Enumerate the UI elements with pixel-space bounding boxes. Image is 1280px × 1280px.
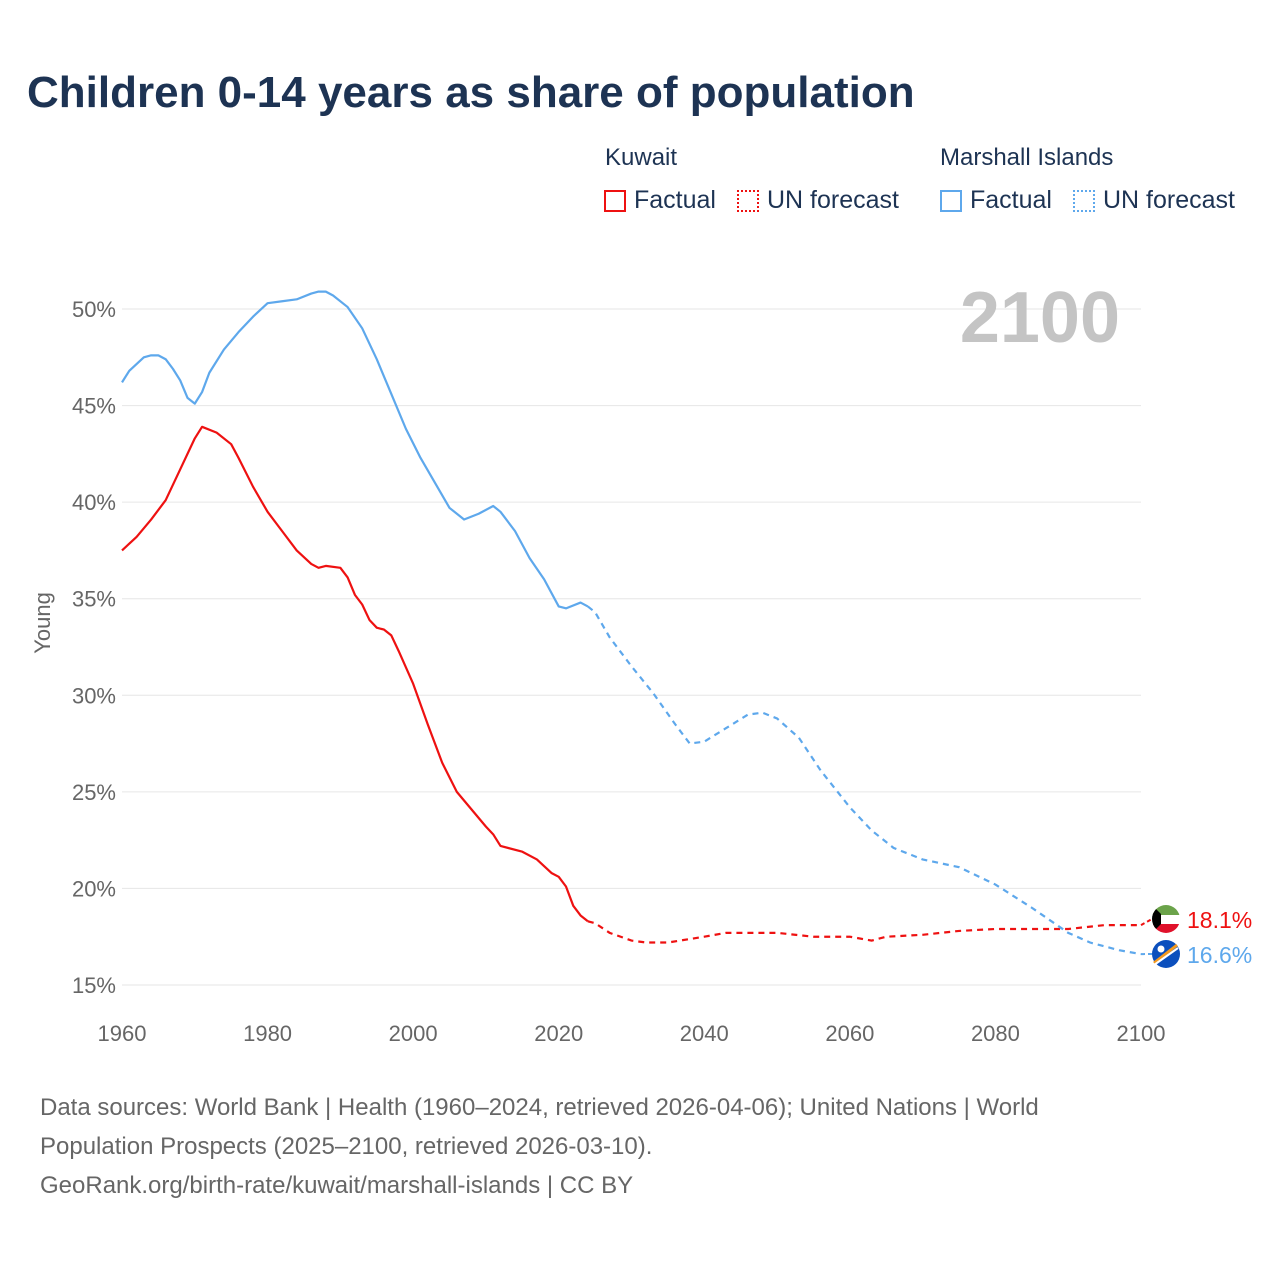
- kuwait-flag-icon: [1152, 915, 1180, 924]
- legend-swatch: [737, 189, 759, 212]
- end-value-label: 18.1%: [1187, 907, 1252, 933]
- end-value-label: 16.6%: [1187, 942, 1252, 968]
- leader-line: [1140, 918, 1153, 926]
- legend-swatch: [604, 189, 626, 212]
- footer: Data sources: World Bank | Health (1960–…: [40, 1088, 1039, 1205]
- x-tick-label: 2060: [825, 1021, 874, 1046]
- legend-label: UN forecast: [767, 186, 899, 214]
- legend-label: Factual: [970, 186, 1052, 214]
- x-tick-label: 2020: [534, 1021, 583, 1046]
- legend-marshall-heading: Marshall Islands: [940, 144, 1114, 171]
- footer-sources-cont: Population Prospects (2025–2100, retriev…: [40, 1133, 653, 1160]
- y-tick-label: 50%: [72, 297, 116, 322]
- y-tick-label: 25%: [72, 780, 116, 805]
- marshall-islands-flag-icon: [1153, 943, 1178, 965]
- legend-marshall-forecast[interactable]: UN forecast: [1073, 186, 1235, 215]
- x-tick-label: 2080: [971, 1021, 1020, 1046]
- y-tick-label: 15%: [72, 973, 116, 998]
- y-axis-label: Young: [30, 592, 55, 654]
- legend-kuwait-heading: Kuwait: [605, 144, 678, 171]
- y-tick-label: 40%: [72, 490, 116, 515]
- footer-sources: Data sources: World Bank | Health (1960–…: [40, 1094, 1039, 1121]
- kuwait-flag-icon: [1152, 924, 1180, 933]
- legend-swatch: [940, 189, 962, 212]
- kuwait-flag-icon: [1152, 905, 1161, 933]
- legend-kuwait-forecast[interactable]: UN forecast: [737, 186, 899, 215]
- series-1-forecast-line: [587, 605, 1142, 956]
- marshall-islands-flag-icon: [1157, 945, 1165, 953]
- footer-link[interactable]: GeoRank.org/birth-rate/kuwait/marshall-i…: [40, 1172, 634, 1199]
- line-chart: 15% 20% 25% 30% 35% 40% 45% 50% 1960 1980 2000 2020…: [30, 278, 1252, 1046]
- y-tick-label: 35%: [72, 587, 116, 612]
- legend-swatch: [1073, 189, 1095, 212]
- marshall-islands-flag-icon: [1153, 947, 1179, 966]
- y-tick-label: 45%: [72, 394, 116, 419]
- y-tick-label: 30%: [72, 683, 116, 708]
- kuwait-flag-icon: [1152, 905, 1180, 915]
- x-tick-label: 2000: [389, 1021, 438, 1046]
- legend-kuwait-factual[interactable]: Factual: [604, 186, 716, 215]
- series-0-factual-line: [121, 425, 589, 923]
- legend-label: Factual: [634, 186, 716, 214]
- chart-title: Children 0-14 years as share of populati…: [27, 68, 915, 117]
- y-tick-label: 20%: [72, 876, 116, 901]
- legend-label: UN forecast: [1103, 186, 1235, 214]
- series-1-factual-line: [121, 290, 589, 610]
- x-tick-label: 1980: [243, 1021, 292, 1046]
- x-tick-label: 2040: [680, 1021, 729, 1046]
- year-label: 2100: [960, 278, 1120, 358]
- x-tick-label: 2100: [1117, 1021, 1166, 1046]
- legend-marshall-factual[interactable]: Factual: [940, 186, 1052, 215]
- series-0-forecast-line: [587, 920, 1141, 944]
- x-tick-label: 1960: [98, 1021, 147, 1046]
